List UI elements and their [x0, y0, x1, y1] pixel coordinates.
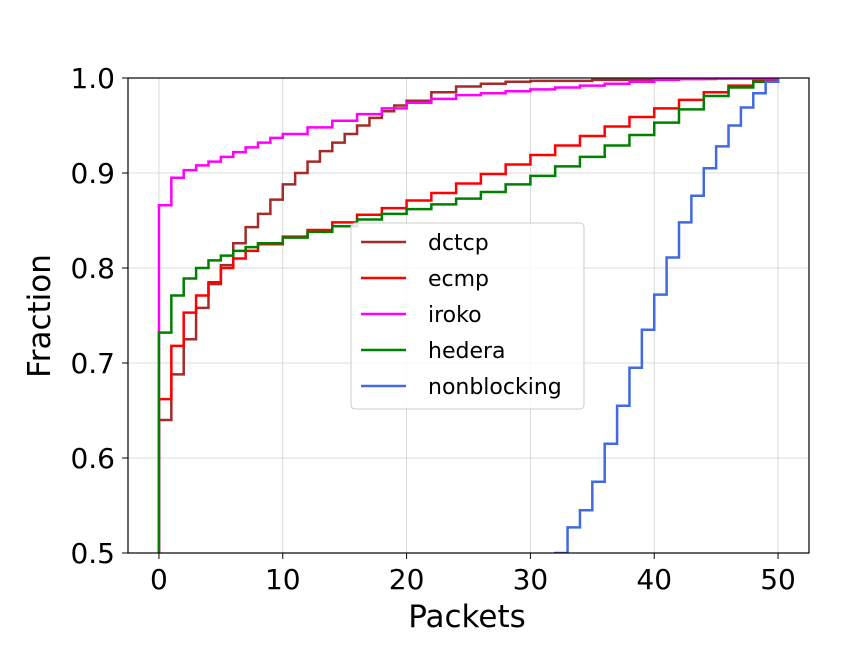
series-line-iroko [157, 78, 779, 553]
y-axis-title: Fraction [22, 254, 58, 378]
x-tick-label: 20 [389, 563, 425, 596]
y-tick-label: 0.6 [70, 442, 115, 475]
x-tick-label: 10 [265, 563, 301, 596]
y-tick-label: 0.9 [70, 157, 115, 190]
y-tick-label: 0.8 [70, 252, 115, 285]
x-axis-title: Packets [408, 599, 526, 635]
series-line-hedera [157, 78, 780, 553]
x-tick-label: 40 [636, 563, 672, 596]
legend-box [350, 222, 585, 410]
legend-label-dctcp: dctcp [428, 231, 489, 256]
y-tick-label: 0.7 [70, 347, 115, 380]
axis-ticks: 0 10 20 30 40 50 0.5 0.6 0.7 0.8 0.9 1.0 [70, 62, 795, 596]
plot-frame [127, 77, 810, 554]
series-lines [157, 78, 780, 553]
series-line-nonblocking [553, 78, 780, 553]
x-tick-label: 50 [760, 563, 796, 596]
y-tick-label: 1.0 [70, 62, 115, 95]
series-line-ecmp [157, 78, 780, 553]
y-tick-label: 0.5 [70, 537, 115, 570]
series-line-dctcp [157, 78, 780, 553]
legend: dctcp ecmp iroko hedera nonblocking [350, 222, 585, 410]
legend-label-nonblocking: nonblocking [428, 375, 562, 400]
legend-label-ecmp: ecmp [428, 267, 489, 292]
legend-label-iroko: iroko [428, 303, 482, 328]
x-tick-label: 30 [513, 563, 549, 596]
legend-label-hedera: hedera [428, 339, 506, 364]
x-tick-label: 0 [150, 563, 168, 596]
